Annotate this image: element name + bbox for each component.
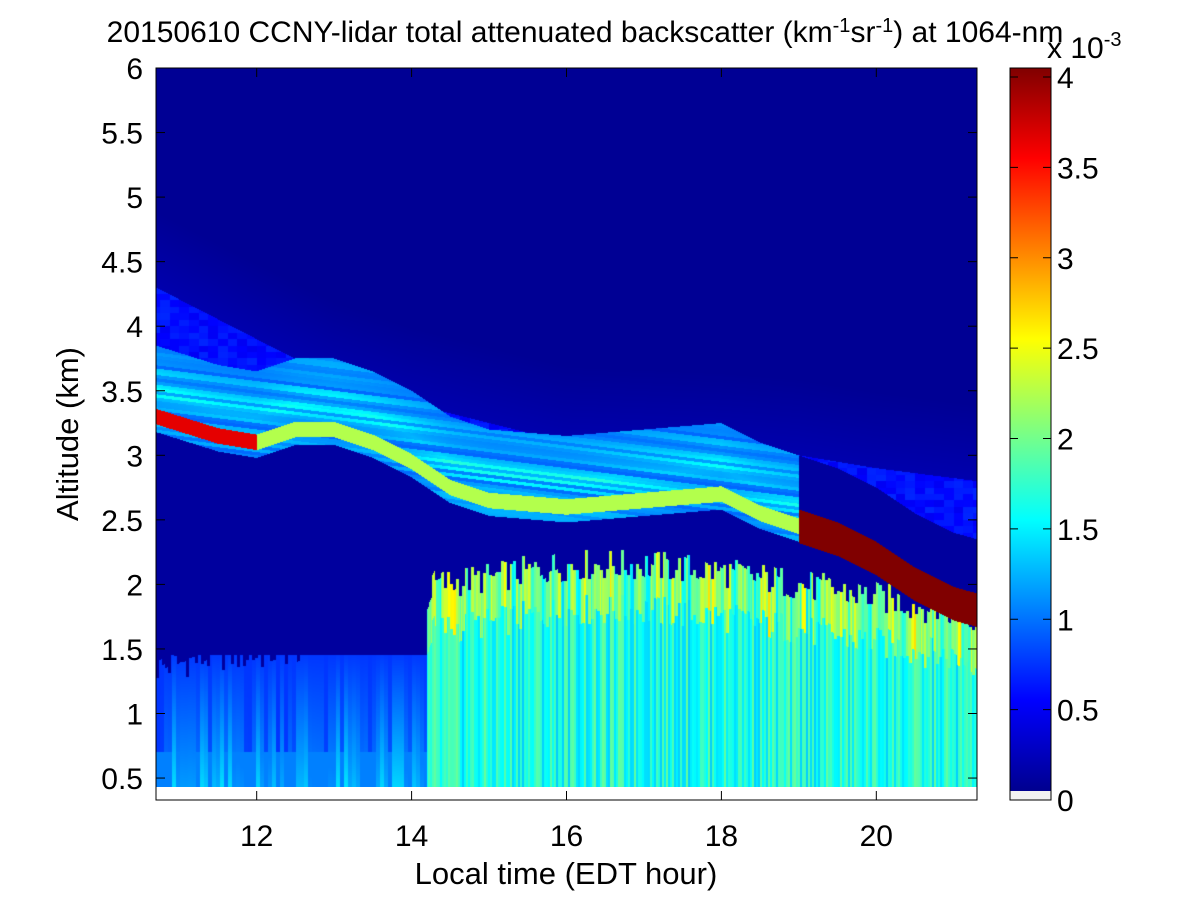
colorbar: 0 0.5 1 1.5 2 2.5 3 3.5 4 x 10-3	[1009, 29, 1122, 818]
x-tick-label: 18	[705, 820, 738, 853]
colorbar-gradient	[1010, 68, 1051, 791]
y-tick-label: 2.5	[101, 505, 143, 538]
x-axis-label: Local time (EDT hour)	[415, 856, 718, 891]
colorbar-tick-label: 1.5	[1057, 514, 1099, 547]
colorbar-tick-label: 3.5	[1057, 152, 1099, 185]
x-tick-label: 20	[860, 820, 893, 853]
y-tick-label: 6	[126, 53, 143, 86]
heatmap-image	[156, 68, 977, 787]
colorbar-nodata-swatch	[1010, 791, 1051, 800]
heatmap	[156, 68, 977, 787]
colorbar-tick-label: 3	[1057, 243, 1074, 276]
colorbar-tick-label: 2	[1057, 424, 1074, 457]
chart-title: 20150610 CCNY-lidar total attenuated bac…	[107, 15, 1064, 49]
y-tick-label: 4.5	[101, 247, 143, 280]
x-tick-label: 14	[395, 820, 428, 853]
colorbar-tick-label: 0	[1057, 785, 1074, 818]
y-tick-label: 3.5	[101, 376, 143, 409]
colorbar-tick-label: 1	[1057, 604, 1074, 637]
colorbar-tick-label: 4	[1057, 62, 1074, 95]
colorbar-tick-label: 2.5	[1057, 333, 1099, 366]
colorbar-exponent: x 10-3	[1047, 29, 1122, 65]
y-axis-label: Altitude (km)	[50, 347, 85, 521]
y-tick-label: 4	[126, 311, 143, 344]
x-tick-label: 12	[240, 820, 273, 853]
y-tick-label: 5	[126, 182, 143, 215]
y-tick-label: 2	[126, 569, 143, 602]
colorbar-tick-label: 0.5	[1057, 695, 1099, 728]
y-tick-label: 0.5	[101, 763, 143, 796]
y-tick-label: 1.5	[101, 634, 143, 667]
y-tick-label: 1	[126, 699, 143, 732]
x-tick-label: 16	[550, 820, 583, 853]
y-tick-label: 3	[126, 440, 143, 473]
plot-axes: 12 14 16 18 20 0.5 1 1.5 2 2.5 3 3.5 4 4.5 5 5.5 6	[101, 53, 978, 853]
y-tick-label: 5.5	[101, 118, 143, 151]
colorbar-frame	[1009, 67, 1052, 801]
